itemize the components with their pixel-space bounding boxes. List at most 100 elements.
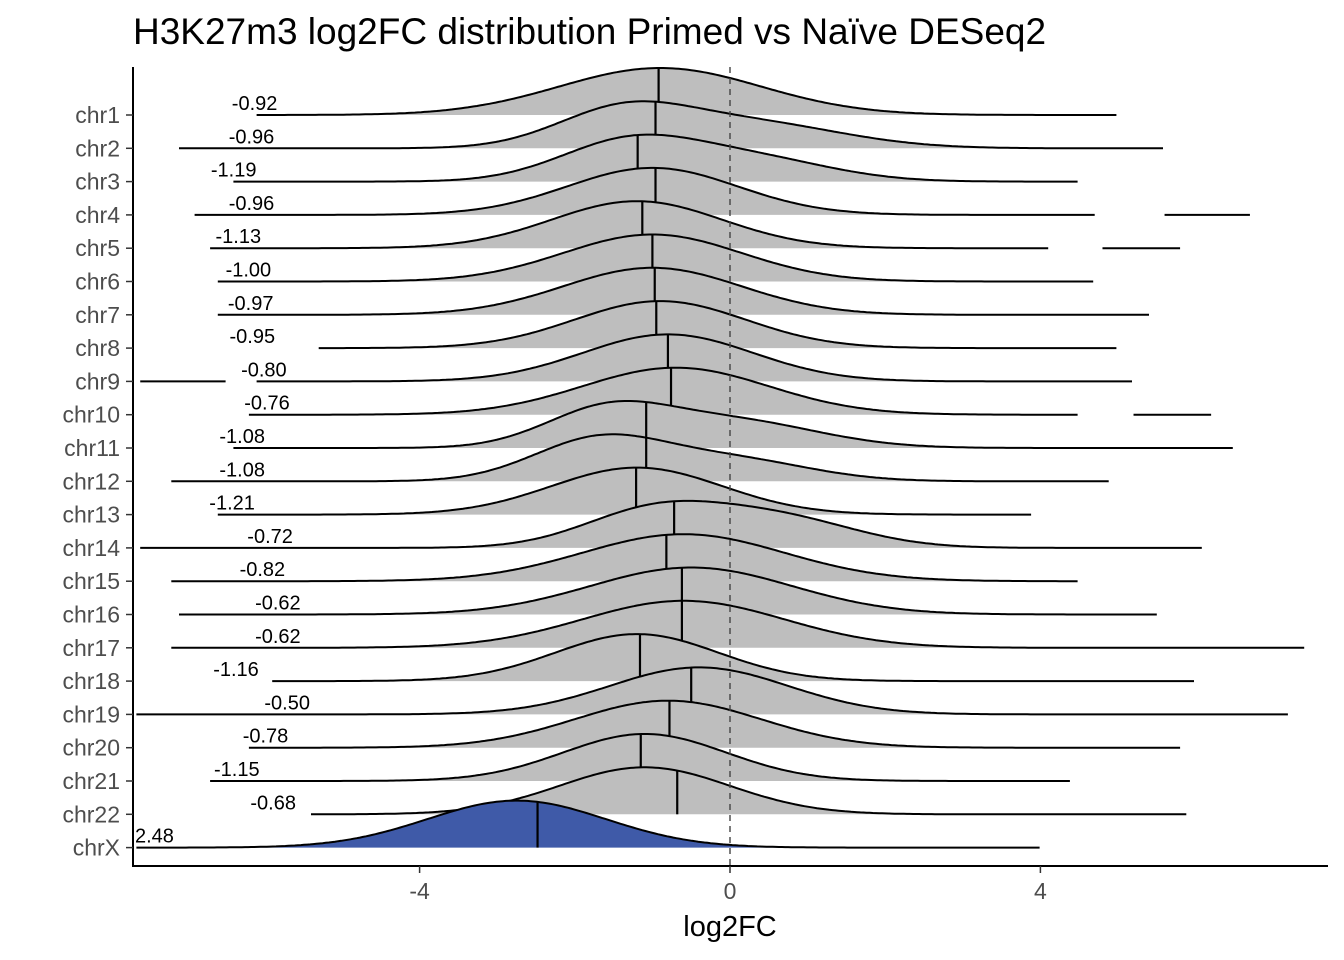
ridge-chrX (136, 799, 1041, 849)
y-tick-label-chr17: chr17 (62, 635, 120, 661)
ridge-chr15 (171, 533, 1080, 583)
median-label-chr10: -0.76 (244, 393, 290, 415)
x-tick-label-0: -4 (409, 878, 430, 904)
ridge-line-chr10 (248, 366, 1078, 416)
y-tick-label-chr10: chr10 (62, 402, 120, 428)
ridge-fill-chr1 (256, 68, 1119, 115)
y-tick-label-chr22: chr22 (62, 801, 120, 827)
y-tick-label-chr14: chr14 (62, 535, 120, 561)
median-label-chr6: -1.00 (226, 260, 272, 282)
median-label-chr21: -1.15 (214, 759, 260, 781)
ridge-fill-chr6 (217, 234, 1095, 282)
ridge-fill-chr3 (233, 134, 1080, 182)
median-label-chr20: -0.78 (243, 726, 289, 748)
y-tick-label-chr6: chr6 (75, 269, 120, 295)
median-label-chr14: -0.72 (247, 526, 293, 548)
median-label-chr7: -0.97 (228, 293, 274, 315)
y-tick-label-chr18: chr18 (62, 668, 120, 694)
ridge-line-chr13 (217, 466, 1032, 516)
ridge-line-chr9 (256, 333, 1132, 383)
ridge-line-chr21 (210, 733, 1070, 782)
ridge-fill-chr11 (233, 401, 1235, 448)
ridge-chr20 (248, 699, 1181, 749)
median-label-chr4: -0.96 (229, 193, 275, 215)
ridge-line-chr1 (256, 67, 1117, 116)
ridge-fill-chr9 (256, 334, 1134, 382)
x-axis-label: log2FC (683, 911, 777, 943)
y-tick-label-chr20: chr20 (62, 735, 120, 761)
ridge-line-chr4 (194, 166, 1095, 216)
y-tick-label-chr19: chr19 (62, 701, 120, 727)
y-tick-label-chr7: chr7 (75, 302, 120, 328)
median-label-chr3: -1.19 (211, 160, 257, 182)
ridge-fill-chr15 (171, 534, 1080, 582)
y-tick-label-chr16: chr16 (62, 602, 120, 628)
ridge-fill-chr2 (179, 101, 1165, 149)
median-label-chr11: -1.08 (219, 426, 265, 448)
y-tick-label-chr8: chr8 (75, 335, 120, 361)
median-label-chr17: -0.62 (255, 626, 301, 648)
median-label-chrX: 2.48 (135, 826, 174, 848)
y-tick-label-chr11: chr11 (64, 435, 120, 461)
ridge-line-chr17 (171, 599, 1305, 649)
ridge-fill-chr14 (140, 500, 1204, 548)
median-label-chr19: -0.50 (264, 692, 310, 714)
median-label-chr1: -0.92 (232, 93, 278, 115)
ridge-line-chr20 (248, 699, 1181, 749)
median-label-chr9: -0.80 (241, 359, 287, 381)
median-label-chr5: -1.13 (216, 226, 262, 248)
median-label-chr22: -0.68 (250, 792, 296, 814)
y-tick-label-chr4: chr4 (75, 202, 120, 228)
ridge-line-chr7 (217, 266, 1149, 316)
y-tick-label-chr21: chr21 (62, 768, 120, 794)
ridge-fill-chr19 (136, 667, 1289, 715)
x-tick-label-2: 4 (1034, 878, 1047, 904)
ridge-line-chr2 (179, 100, 1163, 150)
median-label-chr15: -0.82 (240, 559, 286, 581)
y-tick-label-chr3: chr3 (75, 169, 120, 195)
median-label-chr13: -1.21 (209, 493, 255, 515)
ridge-fill-chr5 (210, 201, 1049, 249)
ridge-fill-chr12 (171, 434, 1111, 482)
y-tick-label-chrX: chrX (73, 835, 120, 861)
y-tick-label-chr12: chr12 (62, 468, 120, 494)
ridges (136, 67, 1305, 849)
ridge-fill-chrX (136, 800, 1041, 848)
ridge-line-chr5 (210, 200, 1049, 250)
y-tick-label-chr1: chr1 (75, 102, 120, 128)
median-label-chr12: -1.08 (219, 459, 265, 481)
ridge-line-chr3 (233, 133, 1078, 183)
ridge-chr17 (171, 599, 1305, 649)
ridge-fill-chr13 (217, 467, 1033, 515)
chart-title: H3K27m3 log2FC distribution Primed vs Na… (133, 11, 1046, 52)
ridge-fill-chr17 (171, 600, 1305, 648)
ridge-chr9 (140, 333, 1134, 383)
ridge-line-chr12 (171, 433, 1109, 483)
ridge-fill-chr7 (217, 267, 1150, 315)
ridge-fill-chr16 (179, 567, 1157, 615)
x-tick-label-1: 0 (724, 878, 737, 904)
ridge-line-chr15 (171, 533, 1078, 583)
ridge-line-chrX (136, 799, 1040, 849)
y-tick-label-chr9: chr9 (75, 368, 120, 394)
median-label-chr18: -1.16 (213, 659, 259, 681)
median-labels: -0.92 -0.96 -1.19 -0.96 -1.13 -1.00 -0.97 -0.95… (135, 93, 310, 848)
ridge-line-chr18 (272, 633, 1194, 683)
ridge-chr10 (248, 366, 1212, 416)
ridge-chr18 (272, 633, 1196, 683)
ridge-line-chr16 (179, 566, 1157, 616)
ridge-chr13 (217, 466, 1033, 516)
ridge-line-chr8 (318, 300, 1117, 350)
y-tick-label-chr2: chr2 (75, 135, 120, 161)
ridge-fill-chr10 (248, 367, 1080, 415)
y-tick-label-chr15: chr15 (62, 568, 120, 594)
y-tick-label-chr13: chr13 (62, 502, 120, 528)
ridge-fill-chr20 (248, 700, 1181, 748)
y-tick-label-chr5: chr5 (75, 235, 120, 261)
median-label-chr2: -0.96 (229, 126, 275, 148)
ridge-fill-chr4 (194, 167, 1095, 215)
ridge-line-chr19 (136, 666, 1288, 716)
median-label-chr8: -0.95 (230, 326, 276, 348)
ridge-line-chr6 (217, 233, 1094, 283)
